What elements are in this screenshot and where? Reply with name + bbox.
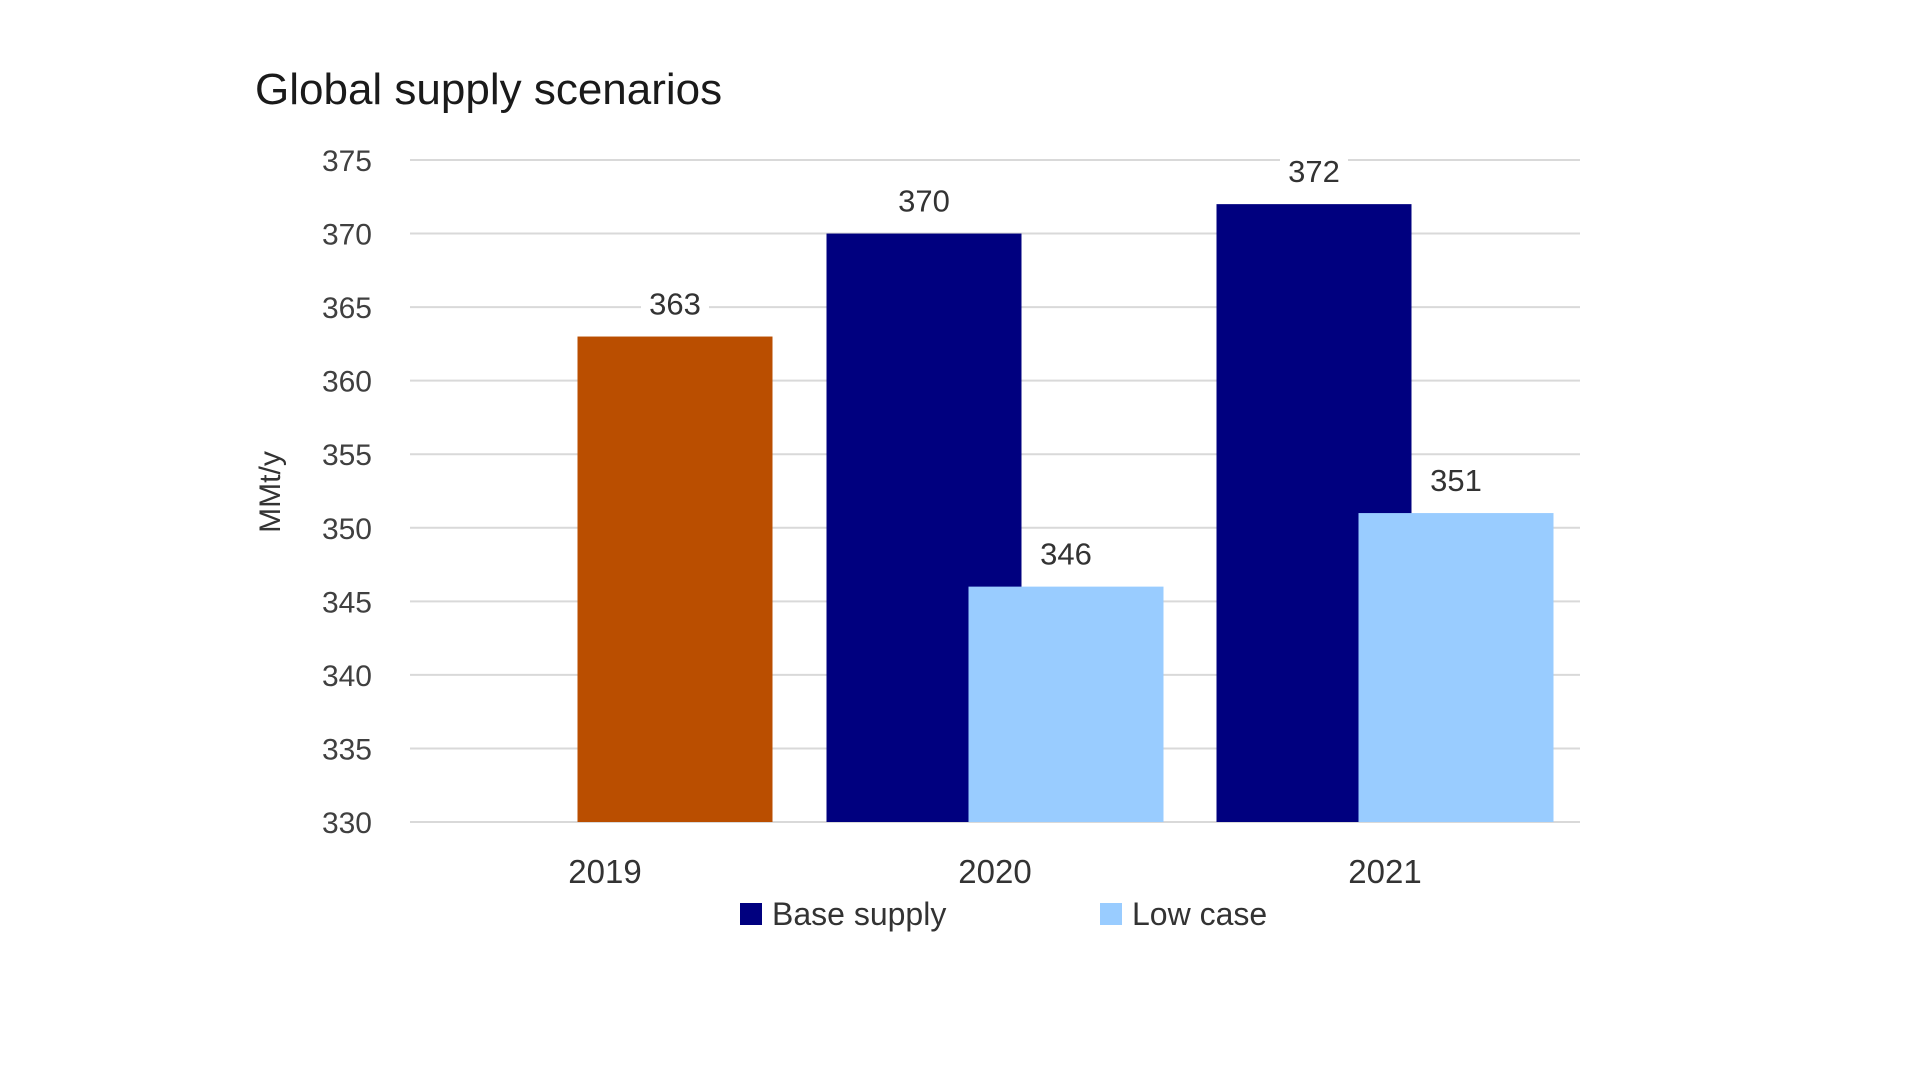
legend-label: Base supply [772, 896, 946, 932]
y-axis-ticks: 330 335 340 345 350 355 360 365 370 375 [322, 145, 372, 840]
y-tick-label: 330 [322, 807, 372, 840]
legend-swatch [1100, 903, 1122, 925]
legend: Base supply Low case [740, 896, 1267, 932]
y-tick-label: 335 [322, 733, 372, 766]
data-label-background [641, 288, 709, 323]
y-tick-label: 375 [322, 145, 372, 178]
data-labels: 363 370 346 372 351 [641, 154, 1490, 573]
data-label: 370 [898, 184, 950, 219]
legend-swatch [740, 903, 762, 925]
data-label-background [1280, 156, 1348, 191]
data-label-background [890, 185, 958, 220]
y-tick-label: 365 [322, 292, 372, 325]
bar-2021-low-case [1358, 513, 1554, 822]
bar-2019-series-0 [577, 336, 773, 822]
chart-title: Global supply scenarios [255, 65, 722, 114]
x-tick-label: 2021 [1348, 853, 1421, 890]
y-tick-label: 360 [322, 366, 372, 399]
data-label: 363 [649, 287, 701, 322]
x-tick-label: 2019 [568, 853, 641, 890]
y-tick-label: 350 [322, 513, 372, 546]
y-tick-label: 355 [322, 439, 372, 472]
legend-label: Low case [1132, 896, 1267, 932]
y-tick-label: 340 [322, 660, 372, 693]
x-axis-ticks: 2019 2020 2021 [568, 853, 1421, 890]
data-label: 351 [1430, 463, 1482, 498]
y-axis-label: MMt/y [254, 451, 287, 533]
data-label-background [1032, 538, 1100, 573]
data-label: 346 [1040, 537, 1092, 572]
y-tick-label: 345 [322, 586, 372, 619]
bars [577, 204, 1554, 823]
x-tick-label: 2020 [958, 853, 1031, 890]
bar-2020-low-case [968, 586, 1164, 822]
data-label: 372 [1288, 154, 1340, 189]
y-tick-label: 370 [322, 219, 372, 252]
data-label-background [1422, 465, 1490, 500]
